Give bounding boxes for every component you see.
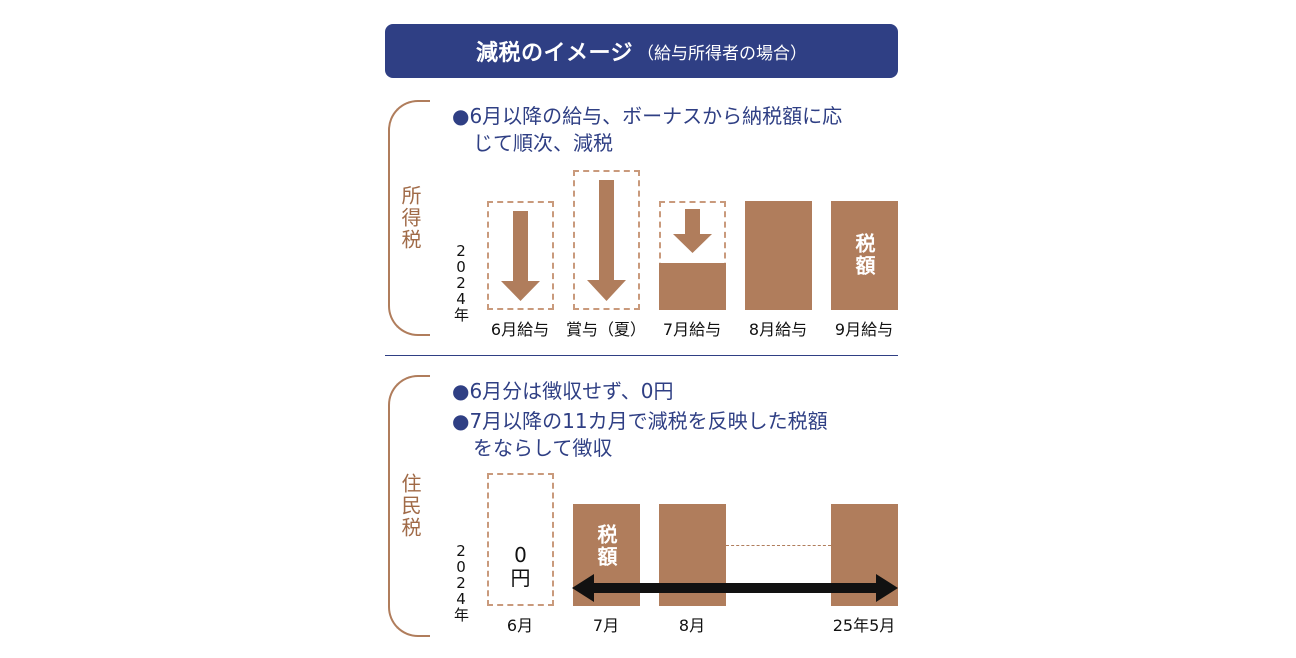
zero-unit: 円 [510, 566, 531, 590]
income-tax-label: 所得税 [388, 100, 430, 336]
down-arrow-icon [673, 209, 712, 253]
zero-value: 0 [514, 543, 527, 567]
income-tax-note-2: じて順次、減税 [473, 131, 613, 155]
col-label-june: 6月 [506, 616, 534, 635]
income-tax-year: 2 0 2 4 年 [454, 242, 470, 324]
august-salary-bar [745, 201, 812, 310]
tax-amount-label: 税額 [594, 524, 618, 568]
down-arrow-icon [501, 211, 540, 301]
resident-tax-note-3: をならして徴収 [473, 436, 613, 460]
section-divider [385, 355, 898, 356]
col-label-june-salary: 6月給与 [490, 320, 550, 339]
title-main: 減税のイメージ [475, 41, 634, 66]
resident-tax-label: 住民税 [388, 375, 430, 637]
col-label-august-salary: 8月給与 [748, 320, 808, 339]
resident-tax-year: 2 0 2 4 年 [454, 542, 470, 624]
resident-tax-note-1: ●6月分は徴収せず、0円 [452, 379, 674, 403]
down-arrow-icon [587, 180, 626, 301]
bonus-summer-box [573, 170, 640, 310]
income-tax-note-1: ●6月以降の給与、ボーナスから納税額に応 [452, 104, 843, 128]
continuation-line [726, 545, 831, 546]
col-label-august: 8月 [678, 616, 706, 635]
col-label-july: 7月 [592, 616, 620, 635]
col-label-july-salary: 7月給与 [662, 320, 722, 339]
title-banner: 減税のイメージ （給与所得者の場合） [385, 24, 898, 78]
june-zero-box: 0 円 [487, 473, 554, 606]
september-salary-bar: 税額 [831, 201, 898, 310]
title-sub: （給与所得者の場合） [637, 43, 808, 64]
col-label-bonus-summer: 賞与（夏） [565, 320, 646, 339]
col-label-may-2025: 25年5月 [832, 616, 896, 635]
tax-amount-label: 税額 [852, 233, 876, 277]
resident-tax-note-2: ●7月以降の11カ月で減税を反映した税額 [452, 409, 828, 433]
col-label-september-salary: 9月給与 [834, 320, 894, 339]
july-salary-tax-fill [659, 263, 726, 310]
double-arrow-icon [572, 574, 898, 602]
june-salary-box [487, 201, 554, 310]
